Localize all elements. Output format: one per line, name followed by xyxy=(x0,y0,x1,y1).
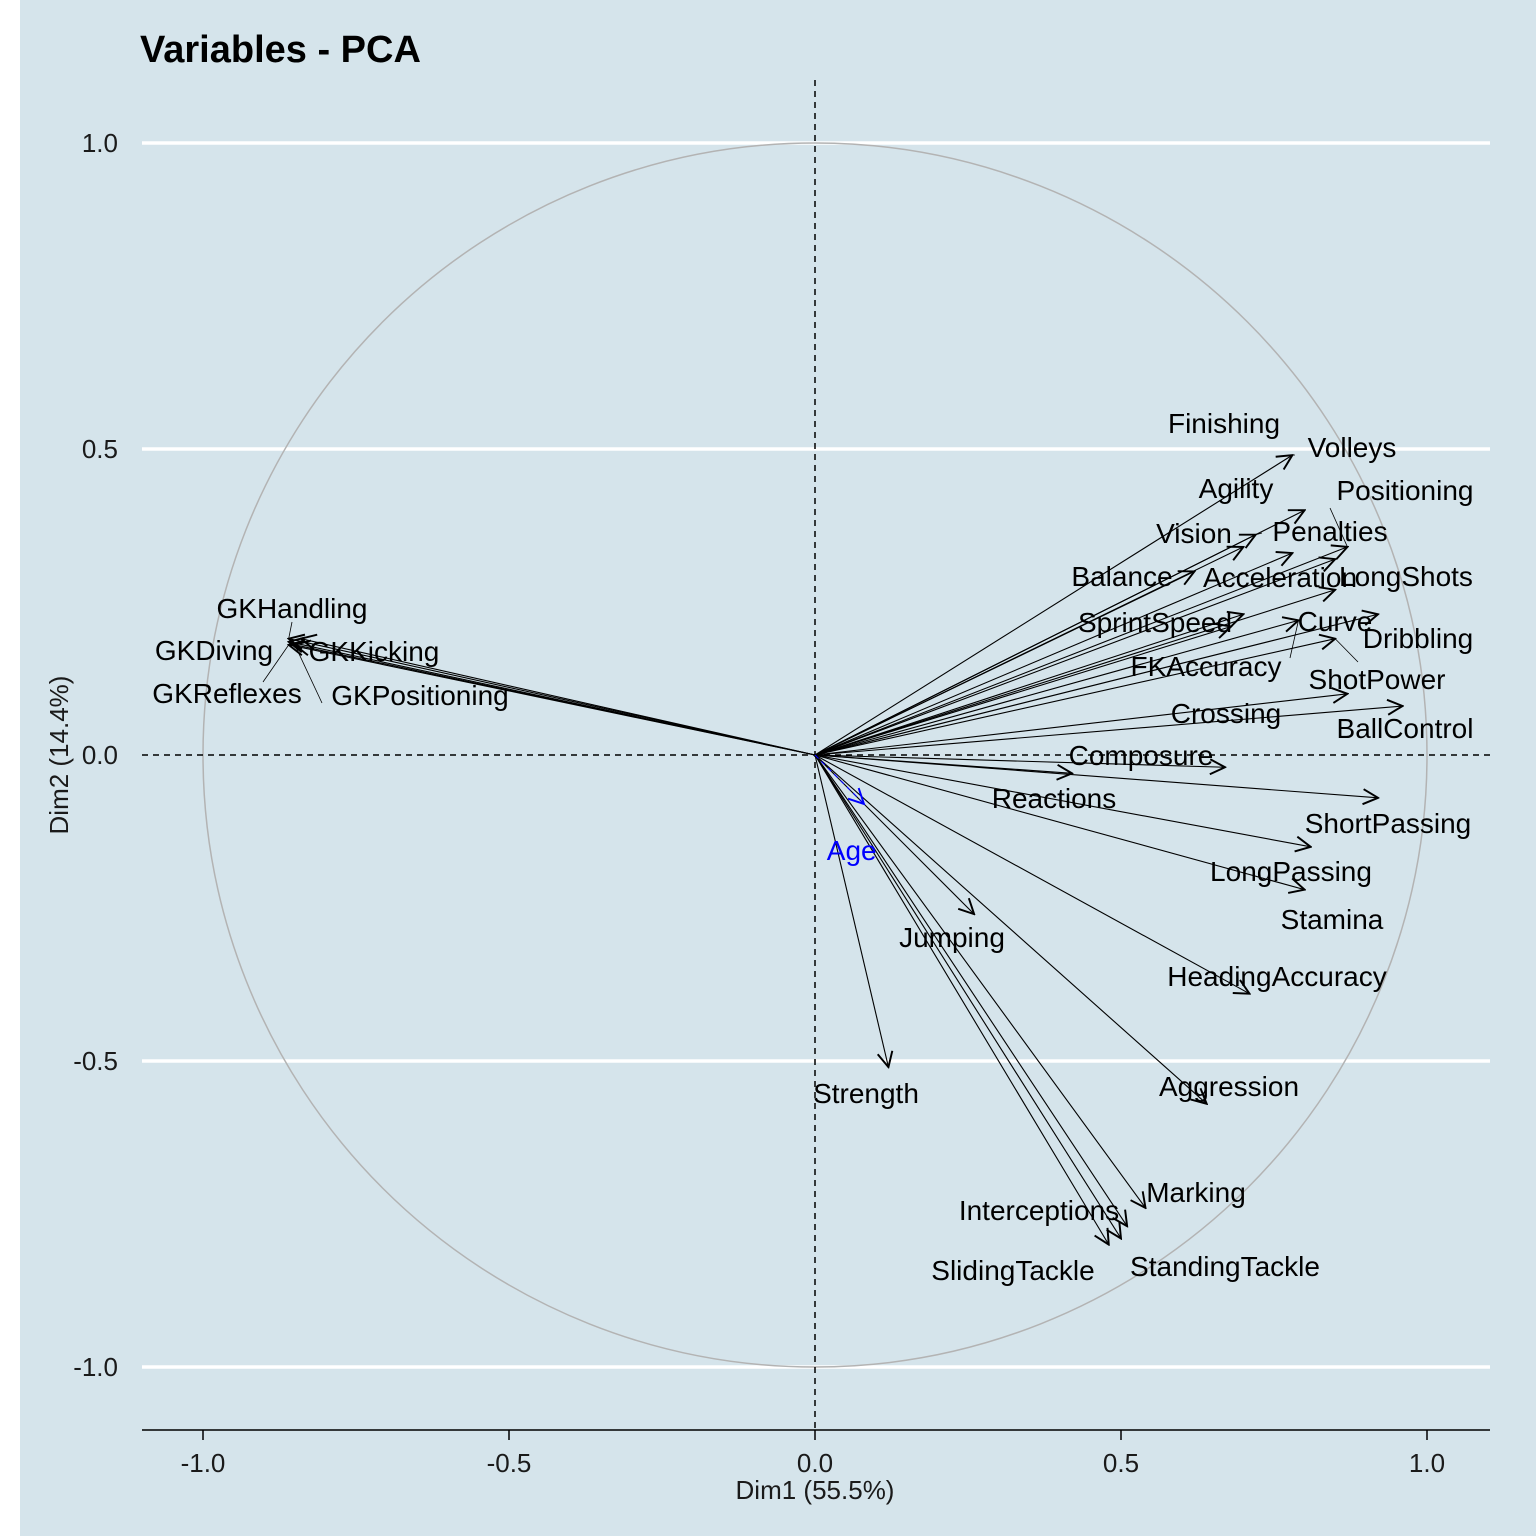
arrow-stamina xyxy=(814,754,1305,890)
arrow-aggression xyxy=(814,754,1207,1104)
arrow-penalties xyxy=(814,553,1292,756)
label-jumping: Jumping xyxy=(899,922,1005,953)
arrow-sprint-speed xyxy=(814,626,1231,756)
label-dribbling: Dribbling xyxy=(1363,623,1474,654)
arrow-interceptions xyxy=(814,754,1127,1226)
label-gkpositioning: GKPositioning xyxy=(331,680,508,711)
label-aggression: Aggression xyxy=(1159,1071,1299,1102)
supplementary-arrow-age xyxy=(814,754,864,804)
label-sliding-tackle: SlidingTackle xyxy=(931,1255,1094,1286)
arrow-finishing xyxy=(814,455,1292,756)
label-heading-accuracy: HeadingAccuracy xyxy=(1167,961,1386,992)
label-long-shots: LongShots xyxy=(1339,561,1473,592)
label-balance: Balance xyxy=(1071,561,1172,592)
x-tick-label: -0.5 xyxy=(487,1448,532,1478)
label-fkaccuracy: FKAccuracy xyxy=(1131,651,1282,682)
y-axis-ticks: 1.0 0.5 0.0 -0.5 -1.0 xyxy=(73,128,118,1382)
label-crossing: Crossing xyxy=(1171,698,1281,729)
label-marking: Marking xyxy=(1146,1177,1246,1208)
arrow-short-passing xyxy=(814,754,1378,798)
arrow-long-shots xyxy=(814,559,1335,756)
label-shot-power: ShotPower xyxy=(1309,664,1446,695)
label-interceptions: Interceptions xyxy=(959,1195,1119,1226)
y-tick-label: 0.5 xyxy=(82,434,118,464)
y-tick-label: -1.0 xyxy=(73,1352,118,1382)
label-gkhandling: GKHandling xyxy=(217,593,368,624)
arrow-dribbling xyxy=(814,614,1378,756)
variable-arrows xyxy=(289,455,1403,1244)
label-curve: Curve xyxy=(1298,606,1373,637)
leader-fkaccuracy xyxy=(1289,620,1299,659)
leader-shot-power xyxy=(1334,638,1359,663)
label-gkreflexes: GKReflexes xyxy=(152,678,301,709)
arrow-fkaccuracy xyxy=(814,620,1298,756)
label-agility: Agility xyxy=(1199,473,1274,504)
label-volleys: Volleys xyxy=(1308,432,1397,463)
y-tick-label: 1.0 xyxy=(82,128,118,158)
y-tick-label: 0.0 xyxy=(82,740,118,770)
label-short-passing: ShortPassing xyxy=(1305,808,1472,839)
y-axis-title: Dim2 (14.4%) xyxy=(44,676,74,835)
x-tick-label: -1.0 xyxy=(181,1448,226,1478)
x-tick-label: 1.0 xyxy=(1409,1448,1445,1478)
arrow-strength xyxy=(814,754,888,1067)
arrow-long-passing xyxy=(814,754,1311,847)
label-gkkicking: GKKicking xyxy=(309,636,440,667)
arrow-marking xyxy=(814,754,1145,1208)
label-gkdiving: GKDiving xyxy=(155,635,273,666)
supplementary-label-age: Age xyxy=(827,835,877,866)
plot-background xyxy=(20,0,1536,1536)
label-leader-lines xyxy=(262,454,1359,704)
leader-agility xyxy=(1255,532,1263,536)
label-composure: Composure xyxy=(1069,740,1214,771)
arrow-positioning xyxy=(814,547,1347,756)
leader-gkreflexes xyxy=(262,644,290,683)
x-axis-title: Dim1 (55.5%) xyxy=(736,1475,895,1505)
arrow-gkkicking xyxy=(301,639,816,756)
label-reactions: Reactions xyxy=(992,783,1117,814)
label-penalties: Penalties xyxy=(1272,516,1387,547)
leader-gkhandling xyxy=(288,621,293,639)
x-tick-label: 0.5 xyxy=(1103,1448,1139,1478)
arrow-crossing xyxy=(814,694,1347,756)
leader-positioning xyxy=(1329,507,1348,548)
variable-labels: Finishing Volleys Positioning Agility Vision… xyxy=(152,408,1473,1286)
arrow-gkpositioning xyxy=(295,645,816,756)
arrow-ball-control xyxy=(814,706,1403,756)
arrow-balance xyxy=(814,571,1194,756)
label-finishing: Finishing xyxy=(1168,408,1280,439)
label-positioning: Positioning xyxy=(1337,475,1474,506)
arrow-standing-tackle xyxy=(814,754,1121,1238)
label-ball-control: BallControl xyxy=(1337,713,1474,744)
chart-title: Variables - PCA xyxy=(140,29,421,71)
label-sprint-speed: SprintSpeed xyxy=(1078,607,1232,638)
leader-gkpositioning xyxy=(294,644,323,704)
x-tick-label: 0.0 xyxy=(797,1448,833,1478)
y-tick-label: -0.5 xyxy=(73,1046,118,1076)
x-axis-ticks: -1.0 -0.5 0.0 0.5 1.0 xyxy=(181,1430,1445,1478)
label-acceleration: Acceleration xyxy=(1203,562,1357,593)
label-stamina: Stamina xyxy=(1281,904,1384,935)
label-strength: Strength xyxy=(813,1078,919,1109)
arrow-curve xyxy=(814,590,1335,756)
arrow-composure xyxy=(814,754,1225,767)
label-long-passing: LongPassing xyxy=(1210,856,1372,887)
label-vision: Vision xyxy=(1156,518,1232,549)
arrow-sliding-tackle xyxy=(814,754,1109,1245)
arrow-heading-accuracy xyxy=(814,754,1250,994)
label-standing-tackle: StandingTackle xyxy=(1130,1251,1320,1282)
arrow-shot-power xyxy=(814,639,1335,756)
arrow-acceleration xyxy=(814,614,1243,756)
